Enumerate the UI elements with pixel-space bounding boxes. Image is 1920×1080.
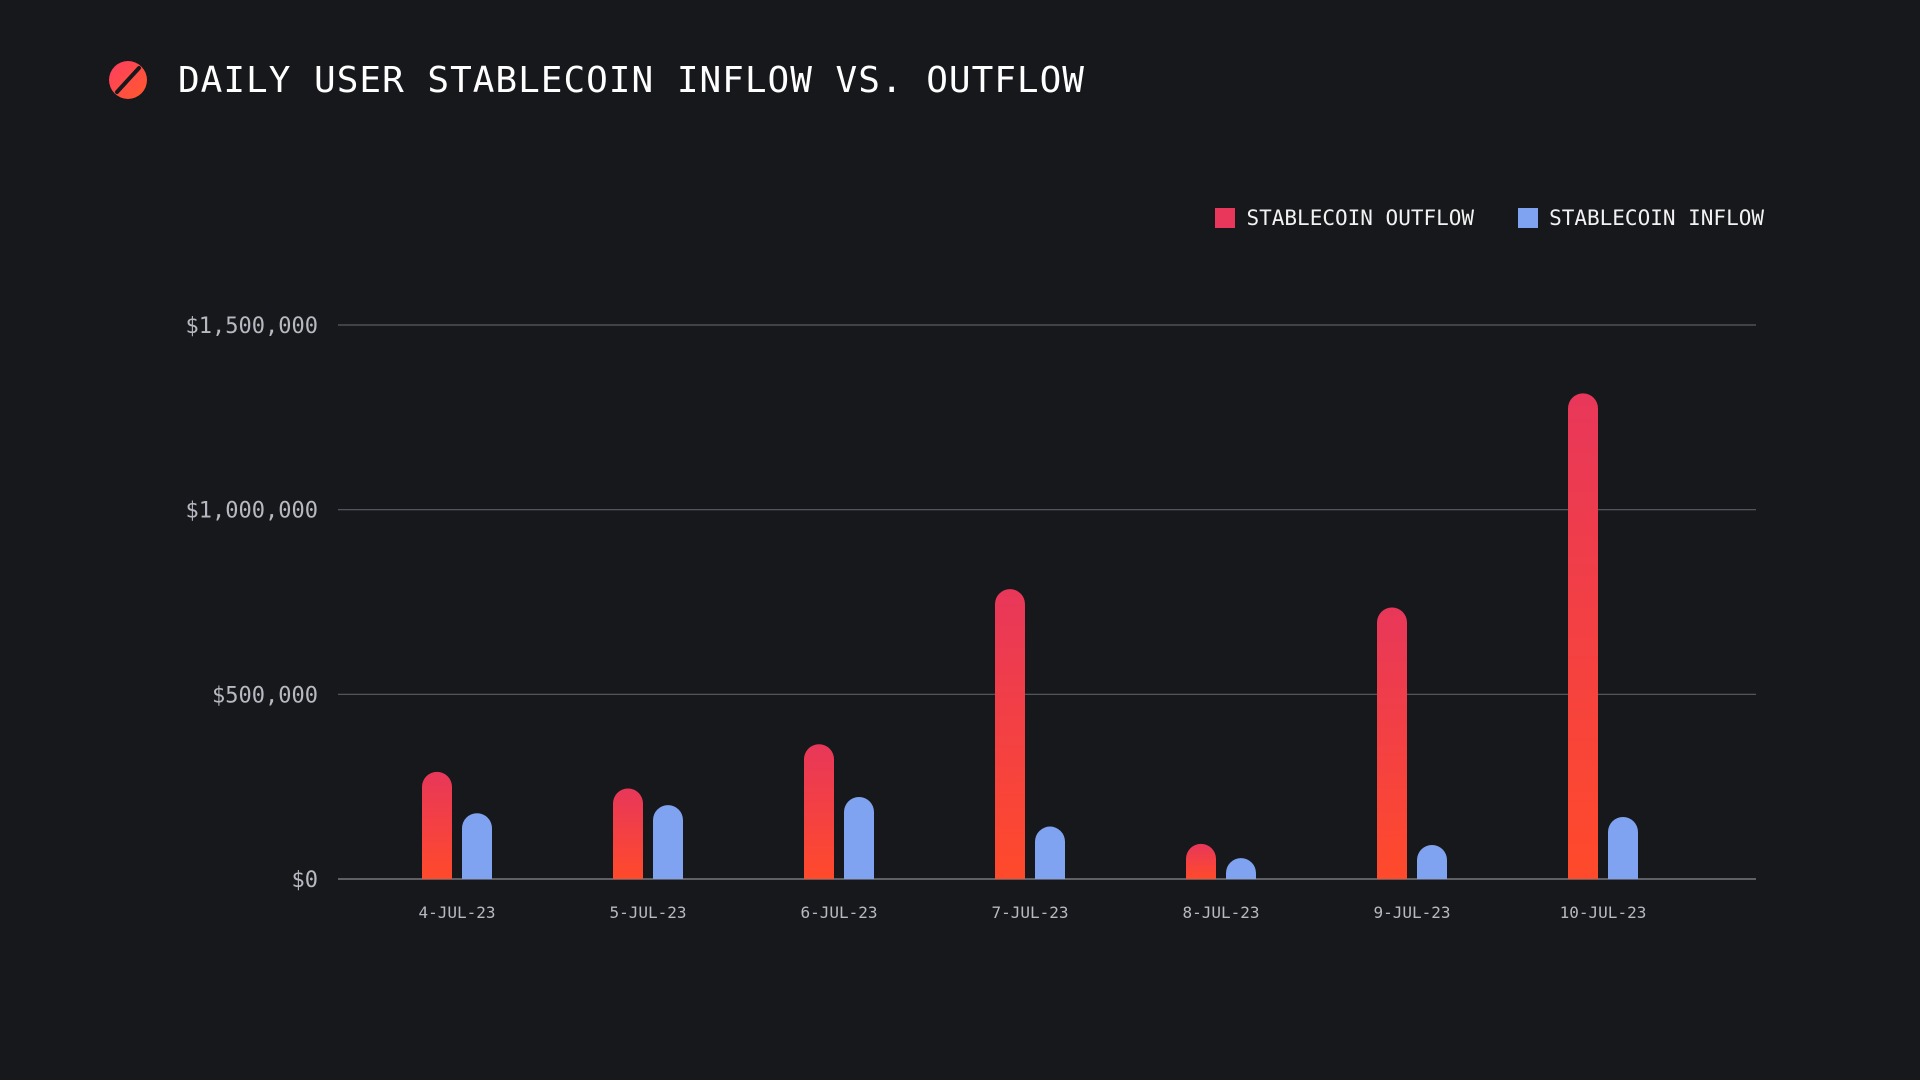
legend-swatch-outflow (1215, 208, 1236, 228)
legend-item-outflow: STABLECOIN OUTFLOW (1215, 206, 1474, 230)
y-tick-label-3: $1,500,000 (186, 314, 318, 339)
chart-legend: STABLECOIN OUTFLOW STABLECOIN INFLOW (1215, 206, 1764, 230)
x-tick-label-5: 9-JUL-23 (1373, 903, 1450, 922)
bar-inflow-3 (1035, 826, 1065, 879)
bar-outflow-0 (422, 771, 452, 879)
bar-inflow-4 (1226, 858, 1256, 879)
bar-outflow-5 (1377, 607, 1407, 879)
bar-inflow-5 (1417, 845, 1447, 879)
legend-label-outflow: STABLECOIN OUTFLOW (1246, 206, 1475, 230)
legend-item-inflow: STABLECOIN INFLOW (1518, 206, 1764, 230)
bar-outflow-3 (995, 589, 1025, 879)
bar-outflow-1 (613, 788, 643, 879)
y-tick-label-2: $1,000,000 (186, 499, 318, 524)
label-layer: $0 $500,000 $1,000,000 $1,500,000 4-JUL-23 5-… (186, 314, 1647, 922)
x-tick-label-6: 10-JUL-23 (1560, 903, 1647, 922)
grid-layer (338, 324, 1756, 880)
bar-layer (422, 393, 1639, 879)
bar-inflow-0 (462, 813, 492, 879)
x-tick-label-4: 8-JUL-23 (1182, 903, 1259, 922)
bar-inflow-1 (653, 805, 683, 879)
chart-title: DAILY USER STABLECOIN INFLOW VS. OUTFLOW (178, 59, 1085, 101)
legend-label-inflow: STABLECOIN INFLOW (1549, 206, 1764, 230)
y-tick-label-1: $500,000 (212, 683, 318, 708)
x-tick-label-1: 5-JUL-23 (609, 903, 686, 922)
x-tick-label-0: 4-JUL-23 (418, 903, 495, 922)
bar-outflow-6 (1568, 393, 1598, 879)
legend-swatch-inflow (1518, 208, 1539, 228)
slashed-circle-logo-icon (109, 61, 147, 99)
x-tick-label-3: 7-JUL-23 (991, 903, 1068, 922)
y-tick-label-0: $0 (292, 868, 319, 893)
bar-inflow-2 (844, 797, 874, 879)
bar-inflow-6 (1608, 816, 1639, 879)
chart-header: DAILY USER STABLECOIN INFLOW VS. OUTFLOW (108, 56, 1085, 104)
bar-outflow-4 (1186, 843, 1216, 879)
x-tick-label-2: 6-JUL-23 (800, 903, 877, 922)
bar-outflow-2 (804, 744, 834, 879)
